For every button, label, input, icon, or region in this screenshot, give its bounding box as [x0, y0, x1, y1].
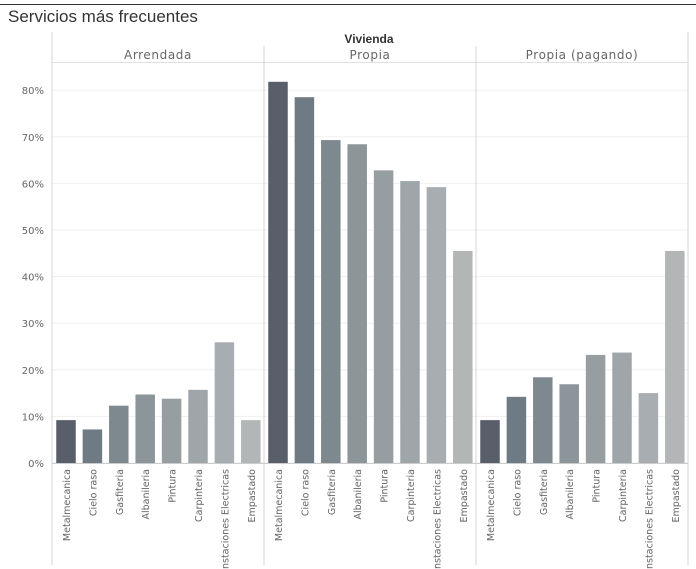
bar-propia-pagando-empastado: [665, 250, 685, 463]
bar-propia-carpinteria: [400, 181, 420, 463]
bar-propia-pagando-instaciones-electricas: [638, 393, 659, 463]
panel-label: Propia: [350, 48, 391, 62]
bar-propia-metalmecanica: [268, 81, 288, 463]
category-label: Metalmecanica: [274, 469, 285, 541]
y-tick-label: 40%: [22, 273, 44, 284]
category-label: Cielo raso: [300, 469, 311, 516]
category-label: Cielo raso: [512, 469, 523, 516]
bar-arrendada-carpinteria: [188, 389, 208, 463]
y-tick-label: 60%: [22, 179, 44, 190]
y-tick-label: 0%: [28, 459, 44, 470]
bars-layer: [56, 81, 685, 464]
bar-arrendada-metalmecanica: [56, 420, 76, 463]
labels-layer: 0% 10% 20% 30% 40% 50% 60% 70% 80% Arrendada Metal…: [22, 48, 682, 569]
y-tick-label: 80%: [22, 86, 44, 97]
category-label: Pintura: [592, 469, 603, 503]
bar-propia-pagando-albanileria: [559, 384, 579, 463]
category-label: Empastado: [459, 469, 470, 523]
bar-propia-pagando-cielo-raso: [506, 396, 527, 463]
bar-propia-pagando-pintura: [585, 354, 606, 463]
category-label: Albanileria: [141, 469, 152, 520]
bar-propia-empastado: [453, 250, 473, 463]
bar-propia-gasfiteria: [321, 140, 341, 463]
bar-propia-instaciones-electricas: [426, 187, 447, 464]
bar-propia-pagando-carpinteria: [612, 352, 632, 463]
bar-arrendada-pintura: [161, 398, 182, 463]
category-label: Carpinteria: [618, 469, 629, 522]
grid-layer: [51, 32, 689, 565]
bar-propia-pagando-metalmecanica: [480, 420, 500, 463]
category-label: Pintura: [168, 469, 179, 503]
category-label: Gasfiteria: [327, 469, 338, 515]
bar-propia-albanileria: [347, 144, 367, 464]
y-tick-label: 20%: [22, 366, 44, 377]
chart-title: Servicios más frecuentes: [8, 7, 198, 26]
panel-label: Arrendada: [124, 48, 192, 62]
category-label: Instaciones Electricas: [644, 469, 655, 569]
category-label: Pintura: [380, 469, 391, 503]
category-label: Albanileria: [565, 469, 576, 520]
y-tick-label: 30%: [22, 319, 44, 330]
category-label: Cielo raso: [88, 469, 99, 516]
bar-propia-pagando-gasfiteria: [533, 377, 553, 463]
bar-arrendada-empastado: [241, 420, 261, 463]
bar-arrendada-albanileria: [135, 394, 155, 463]
bar-propia-pintura: [373, 170, 394, 464]
category-label: Metalmecanica: [62, 469, 73, 541]
panel-label: Propia (pagando): [526, 48, 639, 62]
category-label: Instaciones Electricas: [432, 469, 443, 569]
y-tick-label: 70%: [22, 133, 44, 144]
category-label: Gasfiteria: [115, 469, 126, 515]
category-label: Empastado: [671, 469, 682, 523]
category-label: Empastado: [247, 469, 258, 523]
category-label: Metalmecanica: [486, 469, 497, 541]
category-label: Carpinteria: [194, 469, 205, 522]
column-header: Vivienda: [344, 32, 393, 46]
category-label: Gasfiteria: [539, 469, 550, 515]
y-tick-label: 10%: [22, 412, 44, 423]
category-label: Instaciones Electricas: [220, 469, 231, 569]
bar-arrendada-gasfiteria: [109, 405, 129, 463]
bar-propia-cielo-raso: [294, 97, 315, 463]
y-tick-label: 50%: [22, 226, 44, 237]
category-label: Carpinteria: [406, 469, 417, 522]
bar-arrendada-instaciones-electricas: [214, 342, 235, 463]
category-label: Albanileria: [353, 469, 364, 520]
bar-arrendada-cielo-raso: [82, 429, 103, 463]
